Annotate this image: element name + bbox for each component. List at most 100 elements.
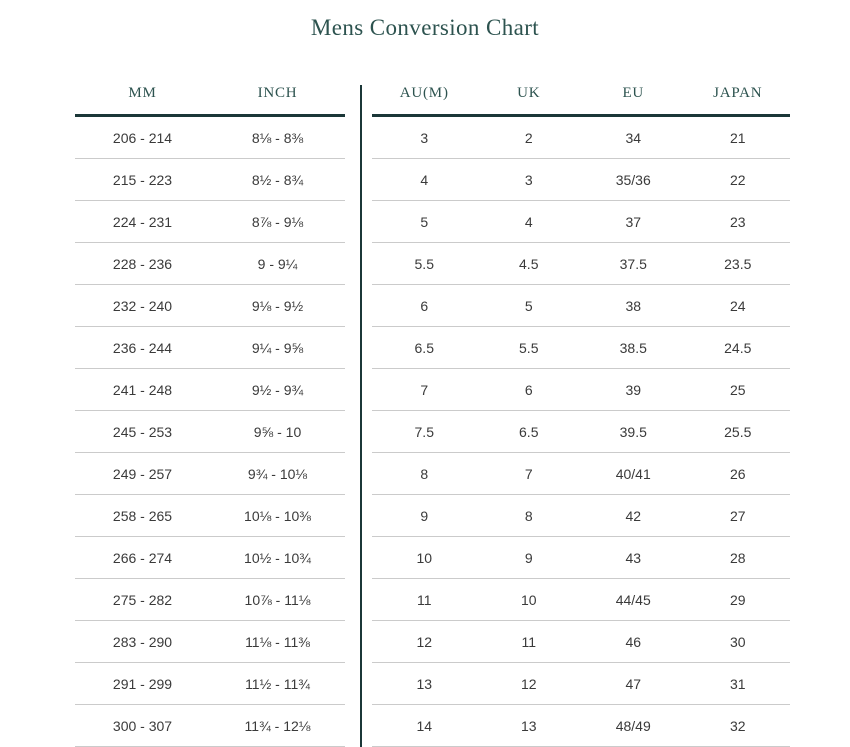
table-cell: 249 - 257 — [75, 452, 210, 495]
table-cell: 275 - 282 — [75, 578, 210, 621]
table-row: 258 - 265 10⅛ - 10⅜ — [75, 494, 345, 537]
table-cell: 9 - 9¼ — [210, 242, 345, 285]
table-cell: 7 — [372, 368, 477, 411]
column-header: MM — [75, 85, 210, 117]
column-header: INCH — [210, 85, 345, 117]
table-row: 5 4 37 23 — [372, 200, 790, 243]
table-cell: 9 — [476, 536, 581, 579]
table-cell: 6 — [372, 284, 477, 327]
table-cell: 9⅛ - 9½ — [210, 284, 345, 327]
table-cell: 23 — [685, 200, 790, 243]
measurement-table-header: MM INCH — [75, 85, 345, 117]
table-row: 275 - 282 10⅞ - 11⅛ — [75, 578, 345, 621]
table-row: 249 - 257 9¾ - 10⅛ — [75, 452, 345, 495]
table-cell: 9½ - 9¾ — [210, 368, 345, 411]
size-table-body: 3 2 34 21 4 3 35/36 22 5 4 37 23 5.5 4.5 37.5 23.5 6 5 38 2… — [372, 115, 790, 747]
table-cell: 26 — [685, 452, 790, 495]
table-cell: 6.5 — [372, 326, 477, 369]
table-cell: 32 — [685, 704, 790, 747]
table-cell: 24.5 — [685, 326, 790, 369]
table-cell: 5 — [476, 284, 581, 327]
page-title: Mens Conversion Chart — [310, 15, 540, 40]
table-cell: 22 — [685, 158, 790, 201]
table-row: 245 - 253 9⅝ - 10 — [75, 410, 345, 453]
table-cell: 12 — [372, 620, 477, 663]
header-row: MM INCH — [75, 85, 345, 117]
table-cell: 232 - 240 — [75, 284, 210, 327]
table-cell: 7.5 — [372, 410, 477, 453]
table-cell: 10½ - 10¾ — [210, 536, 345, 579]
table-row: 266 - 274 10½ - 10¾ — [75, 536, 345, 579]
table-row: 5.5 4.5 37.5 23.5 — [372, 242, 790, 285]
table-cell: 13 — [372, 662, 477, 705]
table-cell: 8⅛ - 8⅜ — [210, 115, 345, 159]
table-cell: 10 — [372, 536, 477, 579]
table-row: 291 - 299 11½ - 11¾ — [75, 662, 345, 705]
table-row: 7 6 39 25 — [372, 368, 790, 411]
table-cell: 206 - 214 — [75, 115, 210, 159]
table-cell: 44/45 — [581, 578, 686, 621]
table-row: 9 8 42 27 — [372, 494, 790, 537]
table-cell: 11 — [476, 620, 581, 663]
table-cell: 48/49 — [581, 704, 686, 747]
table-cell: 27 — [685, 494, 790, 537]
table-row: 3 2 34 21 — [372, 115, 790, 159]
table-cell: 9 — [372, 494, 477, 537]
table-cell: 2 — [476, 115, 581, 159]
table-row: 215 - 223 8½ - 8¾ — [75, 158, 345, 201]
table-cell: 236 - 244 — [75, 326, 210, 369]
table-cell: 38 — [581, 284, 686, 327]
table-cell: 9¾ - 10⅛ — [210, 452, 345, 495]
table-row: 232 - 240 9⅛ - 9½ — [75, 284, 345, 327]
table-cell: 215 - 223 — [75, 158, 210, 201]
table-row: 14 13 48/49 32 — [372, 704, 790, 747]
table-cell: 7 — [476, 452, 581, 495]
table-cell: 23.5 — [685, 242, 790, 285]
table-divider — [360, 85, 362, 747]
table-cell: 241 - 248 — [75, 368, 210, 411]
table-cell: 30 — [685, 620, 790, 663]
table-row: 300 - 307 11¾ - 12⅛ — [75, 704, 345, 747]
table-row: 6 5 38 24 — [372, 284, 790, 327]
table-cell: 11½ - 11¾ — [210, 662, 345, 705]
table-cell: 37.5 — [581, 242, 686, 285]
table-cell: 31 — [685, 662, 790, 705]
table-cell: 3 — [372, 115, 477, 159]
table-cell: 8 — [372, 452, 477, 495]
table-row: 236 - 244 9¼ - 9⅝ — [75, 326, 345, 369]
table-cell: 11⅛ - 11⅜ — [210, 620, 345, 663]
table-cell: 8⅞ - 9⅛ — [210, 200, 345, 243]
table-cell: 10⅛ - 10⅜ — [210, 494, 345, 537]
table-cell: 10⅞ - 11⅛ — [210, 578, 345, 621]
measurement-table: MM INCH 206 - 214 8⅛ - 8⅜ 215 - 223 8½ - 8¾ 2… — [75, 85, 345, 747]
table-cell: 224 - 231 — [75, 200, 210, 243]
table-cell: 300 - 307 — [75, 704, 210, 747]
column-header: EU — [581, 85, 686, 117]
table-row: 4 3 35/36 22 — [372, 158, 790, 201]
table-cell: 29 — [685, 578, 790, 621]
conversion-chart: MM INCH 206 - 214 8⅛ - 8⅜ 215 - 223 8½ - 8¾ 2… — [0, 85, 850, 747]
table-cell: 46 — [581, 620, 686, 663]
table-cell: 37 — [581, 200, 686, 243]
table-cell: 38.5 — [581, 326, 686, 369]
table-cell: 34 — [581, 115, 686, 159]
table-cell: 6 — [476, 368, 581, 411]
table-cell: 5.5 — [476, 326, 581, 369]
table-row: 224 - 231 8⅞ - 9⅛ — [75, 200, 345, 243]
table-cell: 11¾ - 12⅛ — [210, 704, 345, 747]
column-header: UK — [476, 85, 581, 117]
table-cell: 39 — [581, 368, 686, 411]
table-cell: 8 — [476, 494, 581, 537]
table-cell: 40/41 — [581, 452, 686, 495]
table-cell: 258 - 265 — [75, 494, 210, 537]
table-row: 7.5 6.5 39.5 25.5 — [372, 410, 790, 453]
table-cell: 13 — [476, 704, 581, 747]
table-cell: 11 — [372, 578, 477, 621]
table-row: 206 - 214 8⅛ - 8⅜ — [75, 115, 345, 159]
table-cell: 228 - 236 — [75, 242, 210, 285]
table-cell: 43 — [581, 536, 686, 579]
table-cell: 35/36 — [581, 158, 686, 201]
table-cell: 4 — [476, 200, 581, 243]
table-cell: 10 — [476, 578, 581, 621]
